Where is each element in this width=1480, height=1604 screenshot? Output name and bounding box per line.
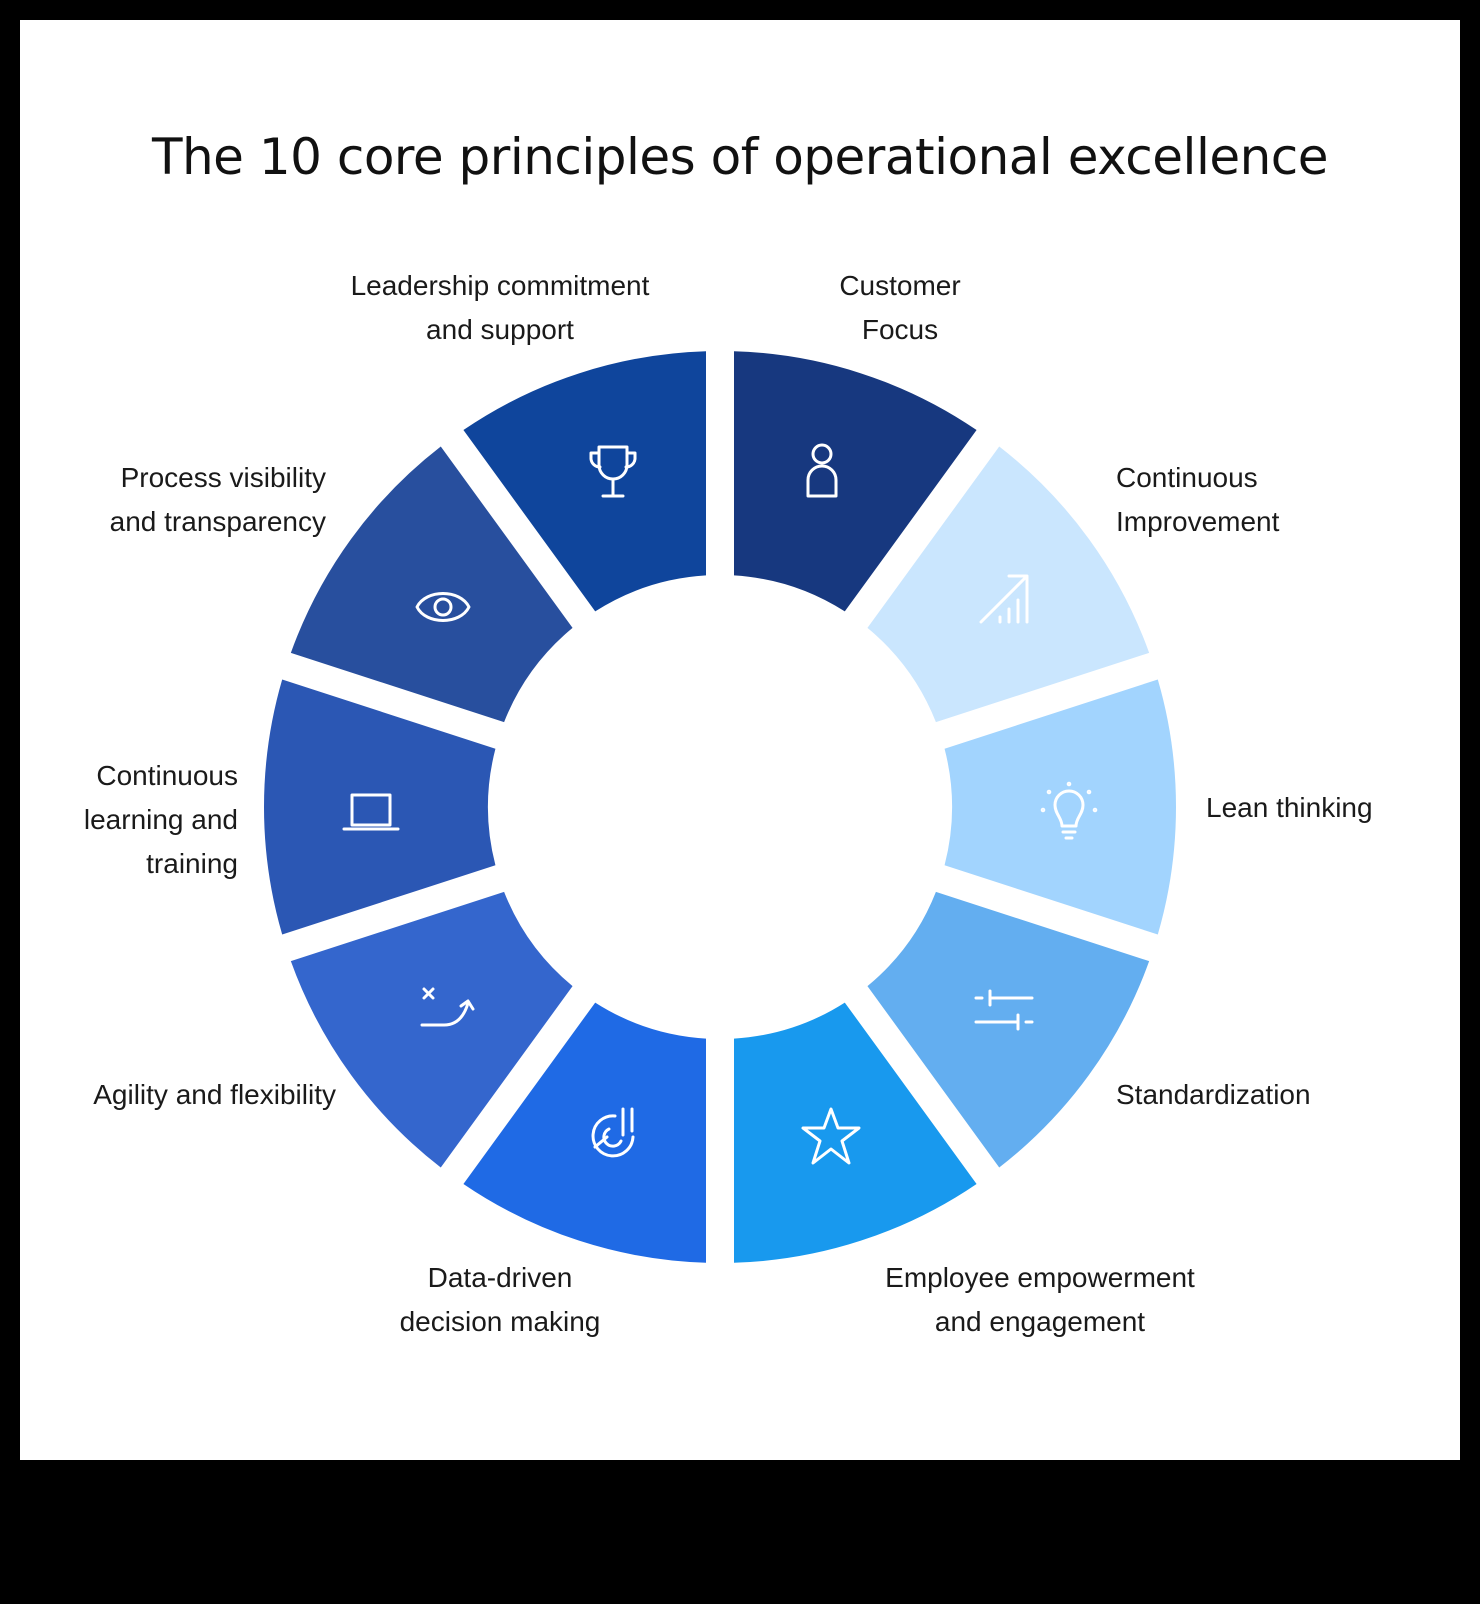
trophy-icon [589, 445, 637, 498]
label-process-visibility: Process visibility and transparency [109, 462, 326, 537]
analytics-icon [591, 1107, 635, 1158]
principles-wheel [264, 351, 1176, 1263]
pivot-arrow-icon [420, 987, 475, 1027]
label-employee-empowerment: Employee empowerment and engagement [885, 1262, 1195, 1337]
label-leadership-commitment: Leadership commitment and support [350, 270, 650, 345]
segment-pivot-arrow [290, 891, 573, 1168]
lightbulb-icon [1040, 781, 1098, 840]
growth-chart-icon [979, 574, 1029, 624]
eye-icon [415, 592, 471, 622]
label-continuous-improvement: Continuous Improvement [1116, 462, 1280, 537]
person-icon [806, 443, 838, 498]
label-data-driven: Data-driven decision making [399, 1262, 601, 1337]
label-agility-flexibility: Agility and flexibility [93, 1079, 336, 1110]
label-lean-thinking: Lean thinking [1206, 792, 1373, 823]
infographic-card: The 10 core principles of operational ex… [20, 20, 1460, 1460]
segment-eye [290, 446, 573, 723]
page-title: The 10 core principles of operational ex… [151, 128, 1329, 186]
segment-person [734, 351, 977, 612]
laptop-icon [342, 793, 400, 831]
segment-analytics [463, 1002, 706, 1263]
segment-sliders [867, 891, 1150, 1168]
sliders-icon [974, 989, 1034, 1031]
star-icon [801, 1107, 861, 1165]
label-customer-focus: Customer Focus [839, 270, 961, 345]
segment-growth-chart [867, 446, 1150, 723]
label-continuous-learning: Continuous learning and training [83, 760, 238, 879]
label-standardization: Standardization [1116, 1079, 1311, 1110]
segment-trophy [463, 351, 706, 612]
segment-lightbulb [944, 679, 1176, 935]
segment-laptop [264, 679, 496, 935]
